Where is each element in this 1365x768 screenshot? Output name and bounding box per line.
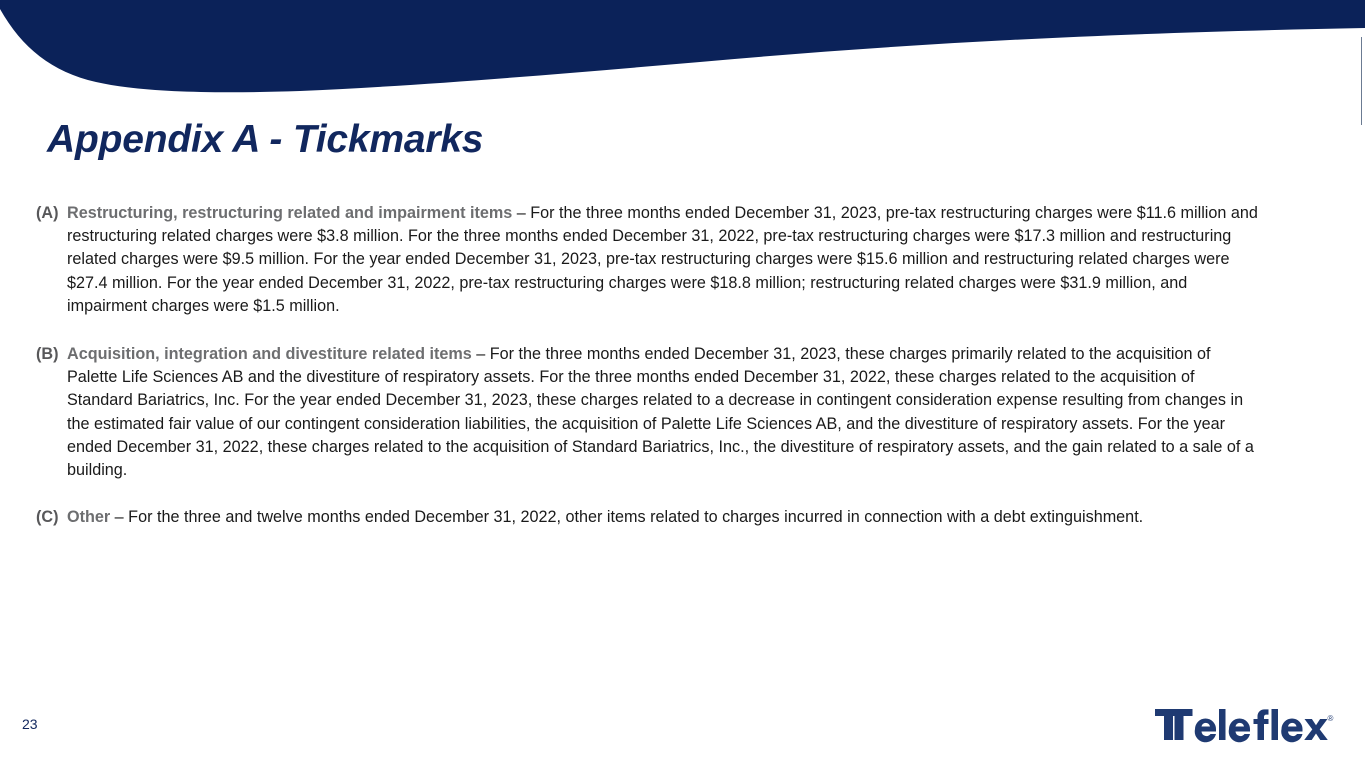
tickmark-label-b: (B) bbox=[36, 345, 59, 364]
tickmark-lead-a: Restructuring, restructuring related and… bbox=[67, 204, 513, 222]
tickmark-lead-b: Acquisition, integration and divestiture… bbox=[67, 345, 472, 364]
tickmark-label-c: (C) bbox=[36, 508, 59, 527]
page-title: Appendix A - Tickmarks bbox=[47, 118, 484, 161]
tickmark-body-c: – For the three and twelve months ended … bbox=[110, 508, 1144, 527]
tickmark-item-c: (C) Other – For the three and twelve mont… bbox=[36, 506, 1237, 529]
tickmark-item-a: (A) Restructuring, restructuring related … bbox=[36, 202, 1263, 318]
tickmark-body-a: – For the three months ended December 31… bbox=[67, 204, 1258, 315]
right-edge-rule bbox=[1361, 37, 1362, 125]
tickmark-list: (A) Restructuring, restructuring related … bbox=[36, 202, 1258, 529]
teleflex-logo: ® bbox=[1155, 707, 1335, 747]
page-number: 23 bbox=[22, 716, 38, 732]
tickmark-lead-c: Other bbox=[67, 508, 111, 527]
tickmark-item-b: (B) Acquisition, integration and divestit… bbox=[36, 343, 1259, 482]
registered-mark: ® bbox=[1328, 714, 1334, 723]
tickmark-label-a: (A) bbox=[36, 204, 59, 222]
tickmark-body-b: – For the three months ended December 31… bbox=[67, 345, 1254, 480]
